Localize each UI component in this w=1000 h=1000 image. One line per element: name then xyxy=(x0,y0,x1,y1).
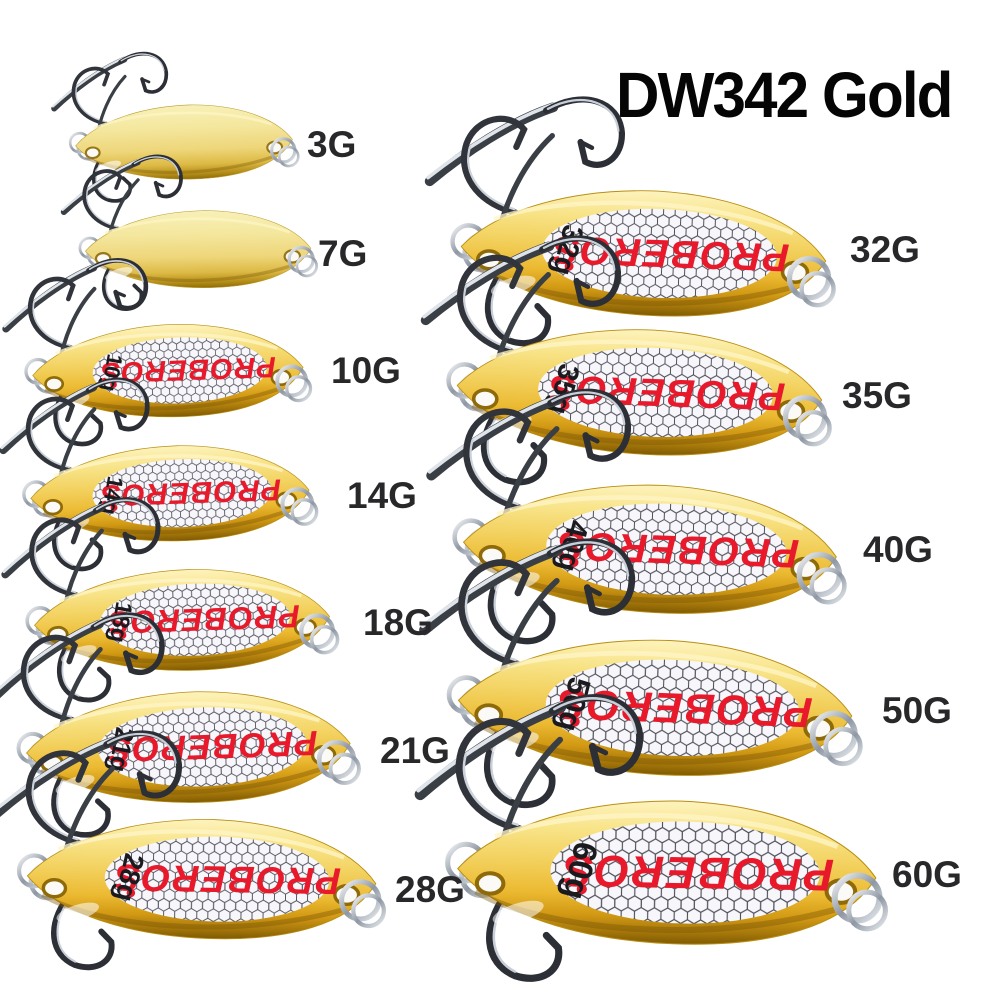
weight-label-21g: 21G xyxy=(380,730,450,771)
brand-text: PROBEROS xyxy=(550,227,790,278)
lure-image-50g: PROBEROS 50g xyxy=(397,516,868,820)
weight-label-40g: 40G xyxy=(863,529,933,570)
lure-image-21g: PROBEROS 21g xyxy=(0,591,361,841)
lure-image-60g: PROBEROS 60g xyxy=(394,674,889,989)
lure-60g: PROBEROS 60g xyxy=(394,674,889,989)
brand-mark-dot xyxy=(560,400,570,410)
lure-40g: PROBEROS 40g xyxy=(405,367,851,655)
product-title: DW342 Gold xyxy=(616,59,953,131)
brand-text: PROBEROS xyxy=(113,857,341,903)
lure-50g: PROBEROS 50g xyxy=(397,516,868,820)
brand-mark-dot xyxy=(119,631,127,639)
mesh-inlay xyxy=(542,208,777,299)
brand-mark-dot xyxy=(110,504,118,512)
lure-28g: PROBEROS 28g xyxy=(0,713,387,975)
lure-image-18g: PROBEROS 18g xyxy=(0,478,340,706)
weight-label-10g: 10G xyxy=(331,350,401,391)
mesh-inlay xyxy=(99,583,290,656)
weight-label-32g: 32G xyxy=(850,229,920,270)
brand-mark-dot xyxy=(119,759,128,768)
brand-text: PROBEROS xyxy=(555,523,800,575)
mesh-inlay xyxy=(538,347,773,438)
lure-image-32g: PROBEROS 32g xyxy=(404,76,840,358)
weight-label-18g: 18G xyxy=(363,602,433,643)
mesh-inlay xyxy=(550,821,820,924)
lure-18g: PROBEROS 18g xyxy=(0,478,340,706)
weight-label-35g: 35G xyxy=(842,375,912,416)
brand-text: PROBEROS xyxy=(107,598,301,641)
brand-text: PROBEROS xyxy=(555,680,814,736)
lure-image-14g: PROBEROS 14g xyxy=(0,359,318,574)
weight-label-7g: 7G xyxy=(318,233,368,274)
brand-mark-dot xyxy=(576,884,587,895)
weight-label-60g: 60G xyxy=(892,854,962,895)
lure-image-40g: PROBEROS 40g xyxy=(405,367,851,655)
lure-14g: PROBEROS 14g xyxy=(0,359,318,574)
mesh-inlay xyxy=(545,659,800,756)
lure-image-28g: PROBEROS 28g xyxy=(0,713,387,975)
mesh-inlay xyxy=(104,836,330,922)
brand-text: PROBEROS xyxy=(99,472,282,511)
brand-mark-dot xyxy=(564,261,574,271)
weight-label-50g: 50G xyxy=(882,690,952,731)
mesh-inlay xyxy=(98,707,307,787)
weight-label-28g: 28G xyxy=(395,869,465,910)
mesh-inlay xyxy=(546,503,787,595)
lure-32g: PROBEROS 32g xyxy=(404,76,840,358)
brand-text: PROBEROS xyxy=(560,845,834,901)
weight-label-14g: 14G xyxy=(347,475,417,516)
weight-label-3g: 3G xyxy=(307,124,357,165)
lure-21g: PROBEROS 21g xyxy=(0,591,361,841)
brand-mark-dot xyxy=(570,716,580,727)
brand-mark-dot xyxy=(126,888,136,898)
mesh-inlay xyxy=(92,459,272,528)
brand-mark-dot xyxy=(569,557,579,567)
brand-mark-dot xyxy=(110,381,117,388)
